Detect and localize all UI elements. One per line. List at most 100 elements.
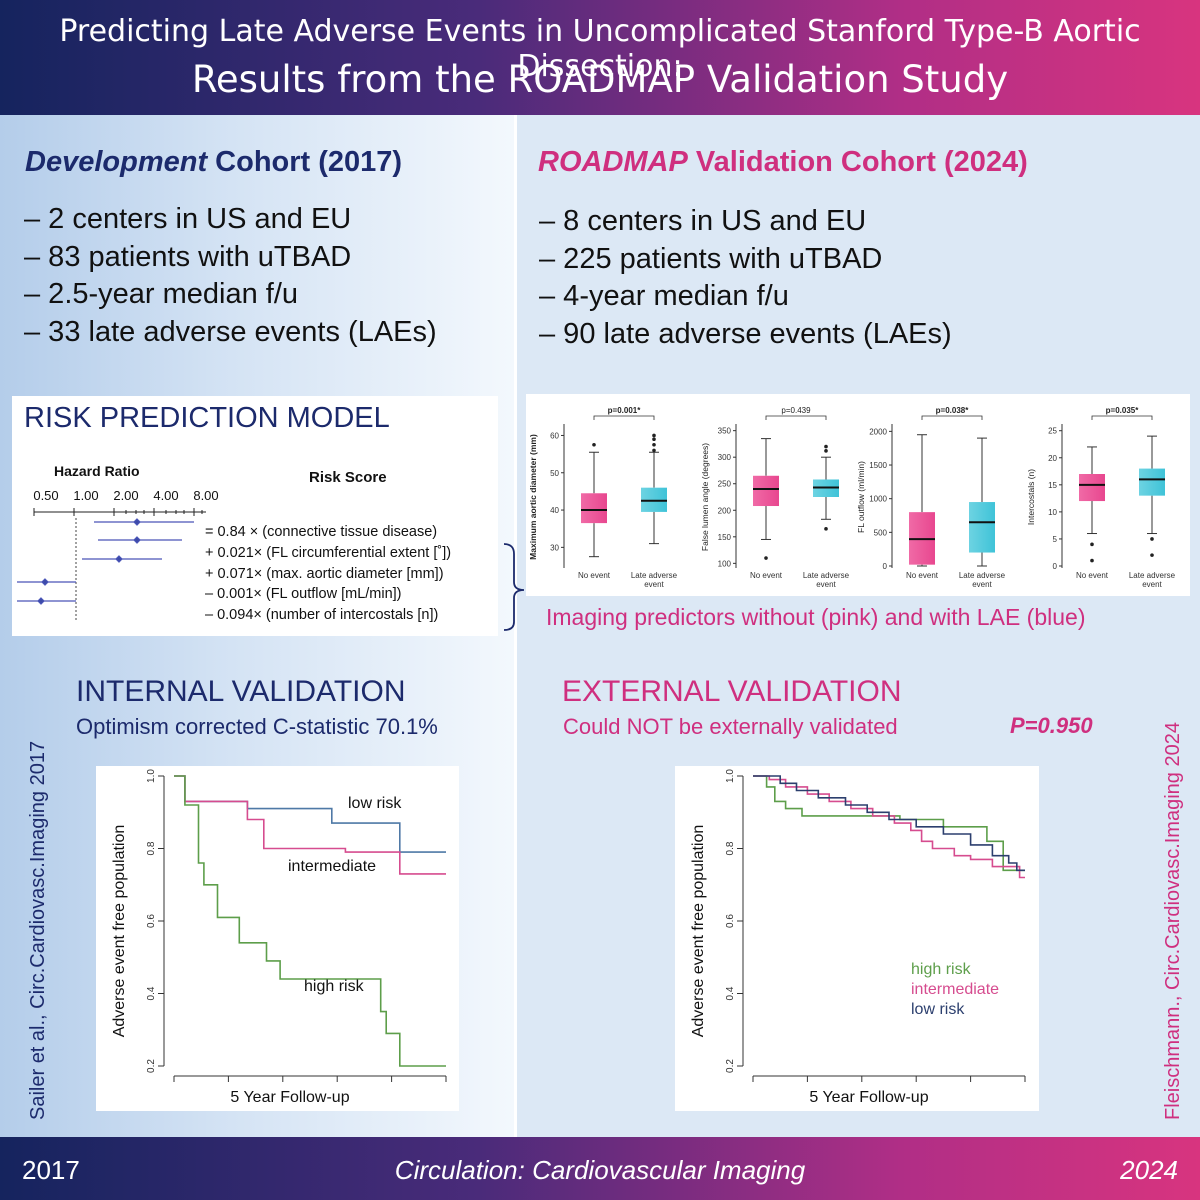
- boxplot-y-tick-label: 100: [718, 559, 732, 568]
- citation-right: Fleischmann., Circ.Cardiovasc.Imaging 20…: [1162, 722, 1184, 1120]
- boxplot-x-label: event: [816, 580, 836, 589]
- km-curve-intermediate: [753, 775, 1025, 879]
- boxplot-x-label: No event: [750, 571, 783, 580]
- km-y-tick-label: 1.0: [146, 769, 157, 783]
- list-item: – 225 patients with uTBAD: [539, 242, 883, 275]
- validation-cohort-title: ROADMAP Validation Cohort (2024): [538, 146, 1028, 179]
- boxplot-x-label: Late adverse: [631, 571, 678, 580]
- boxplot-y-tick-label: 25: [1048, 427, 1057, 436]
- km-x-label: 5 Year Follow-up: [230, 1089, 349, 1106]
- boxplot-y-tick-label: 500: [874, 528, 888, 537]
- hr-tick-label: 0.50: [33, 488, 59, 503]
- list-item: – 2.5-year median f/u: [24, 278, 299, 310]
- list-item: – 83 patients with uTBAD: [24, 240, 352, 273]
- boxplot-y-tick-label: 300: [718, 453, 732, 462]
- box-outlier: [1090, 558, 1094, 563]
- km-legend-intermediate: intermediate: [911, 981, 999, 998]
- km-legend-high-risk: high risk: [911, 961, 972, 978]
- km-y-tick-label: 0.2: [725, 1059, 736, 1073]
- box-outlier: [1090, 542, 1094, 547]
- boxplot-panel: 100 150 200 250 300 350 False lumen angle (deg…: [700, 406, 850, 589]
- km-label-low-risk: low risk: [348, 795, 402, 812]
- risk-prediction-model: RISK PREDICTION MODEL Hazard Ratio Risk …: [12, 396, 498, 636]
- box-outlier: [1150, 537, 1154, 541]
- boxplot-p-value: p=0.035*: [1106, 406, 1140, 415]
- external-validation-title: EXTERNAL VALIDATION: [562, 675, 902, 708]
- forest-plot: [17, 508, 206, 622]
- box-outlier: [652, 442, 656, 447]
- hr-tick-label: 4.00: [153, 488, 179, 503]
- boxplot-sig-bracket: [921, 415, 983, 420]
- box-iqr: [1079, 474, 1105, 502]
- box-outlier: [1150, 553, 1154, 557]
- internal-validation-title: INTERNAL VALIDATION: [76, 675, 406, 708]
- boxplot-y-tick-label: 30: [550, 543, 559, 552]
- forest-point-intercostals: [37, 597, 45, 605]
- km-curve-high-risk: [753, 775, 1025, 872]
- box-outlier: [652, 433, 656, 438]
- header-banner: Predicting Late Adverse Events in Uncomp…: [0, 0, 1200, 115]
- boxplot-y-tick-label: 40: [550, 506, 559, 515]
- boxplot-x-label: Late adverse: [803, 571, 850, 580]
- km-y-tick-label: 0.4: [146, 986, 157, 1000]
- boxplot-y-tick-label: 0: [1053, 562, 1058, 571]
- boxplot-y-tick-label: 10: [1048, 508, 1057, 517]
- boxplot-y-label: Maximum aortic diameter (mm): [528, 434, 538, 560]
- forest-point-connective: [133, 518, 141, 526]
- km-label-high-risk: high risk: [304, 978, 365, 995]
- internal-km-chart: 0.2 0.4 0.6 0.8 1.0 5 Year Follow-up Adverse e…: [96, 766, 459, 1111]
- boxplot-y-tick-label: 250: [718, 480, 732, 489]
- boxplot-y-tick-label: 1500: [869, 461, 887, 470]
- forest-point-circumferential: [133, 536, 141, 544]
- km-y-tick-label: 0.2: [146, 1059, 157, 1073]
- boxplot-y-tick-label: 0: [883, 562, 888, 571]
- km-y-tick-label: 0.6: [725, 914, 736, 928]
- boxplot-panel: 30 40 50 60 Maximum aortic diameter (mm) p=0.…: [528, 406, 678, 589]
- external-km-chart: 0.2 0.4 0.6 0.8 1.0 5 Year Follow-up Adverse e…: [675, 766, 1039, 1111]
- km-curve-low-risk: [753, 775, 1025, 872]
- forest-point-outflow: [41, 578, 49, 586]
- km-curve-low-risk: [174, 775, 446, 853]
- title-line-2: Results from the ROADMAP Validation Stud…: [191, 58, 1009, 101]
- box-outlier: [824, 444, 828, 449]
- hazard-ratio-label: Hazard Ratio: [54, 463, 140, 479]
- boxplot-x-label: No event: [578, 571, 611, 580]
- boxplot-y-tick-label: 200: [718, 506, 732, 515]
- list-item: – 8 centers in US and EU: [539, 205, 867, 237]
- boxplot-y-tick-label: 350: [718, 427, 732, 436]
- development-cohort-title: Development Cohort (2017): [25, 146, 402, 179]
- box-iqr: [753, 475, 779, 507]
- development-title-italic: Development: [25, 146, 208, 178]
- box-iqr: [581, 493, 607, 524]
- boxplot-y-tick-label: 15: [1048, 481, 1057, 490]
- hr-tick-label: 8.00: [193, 488, 219, 503]
- boxplot-y-label: FL outflow (ml/min): [856, 461, 866, 533]
- box-outlier: [652, 437, 656, 441]
- box-outlier: [764, 556, 768, 560]
- validation-title-rest: Validation Cohort (2024): [687, 146, 1028, 178]
- hazard-ratio-ticks: 0.50 1.00 2.00 4.00 8.00: [22, 488, 222, 504]
- boxplot-x-label: event: [972, 580, 992, 589]
- development-bullets: – 2 centers in US and EU – 83 patients w…: [24, 201, 437, 351]
- boxplot-x-label: No event: [1076, 571, 1109, 580]
- citation-left: Sailer et al., Circ.Cardiovasc.Imaging 2…: [27, 740, 49, 1120]
- km-y-label: Adverse event free population: [690, 825, 707, 1038]
- external-validation-subtitle: Could NOT be externally validated: [563, 714, 898, 739]
- internal-validation-subtitle: Optimism corrected C-statistic 70.1%: [76, 714, 438, 739]
- boxplot-p-value: p=0.439: [781, 406, 811, 415]
- footer-banner: 2017 Circulation: Cardiovascular Imaging…: [0, 1137, 1200, 1200]
- box-outlier: [592, 442, 596, 447]
- boxplot-sig-bracket: [765, 415, 827, 420]
- km-y-tick-label: 1.0: [725, 769, 736, 783]
- hr-tick-label: 1.00: [73, 488, 99, 503]
- boxplot-sig-bracket: [593, 415, 655, 420]
- footer-journal: Circulation: Cardiovascular Imaging: [394, 1155, 806, 1185]
- boxplot-panel: 0 500 1000 1500 2000 FL outflow (ml/min) p=0.0…: [856, 406, 1006, 589]
- footer-year-right: 2024: [1120, 1155, 1178, 1185]
- internal-km-svg: 0.2 0.4 0.6 0.8 1.0 5 Year Follow-up Adverse e…: [111, 769, 447, 1106]
- forest-ticks: [33, 508, 203, 516]
- boxplot-y-label: Intercostals (n): [1026, 469, 1036, 525]
- boxplot-y-tick-label: 60: [550, 431, 559, 440]
- equation-line: + 0.071× (max. aortic diameter [mm]): [205, 566, 444, 582]
